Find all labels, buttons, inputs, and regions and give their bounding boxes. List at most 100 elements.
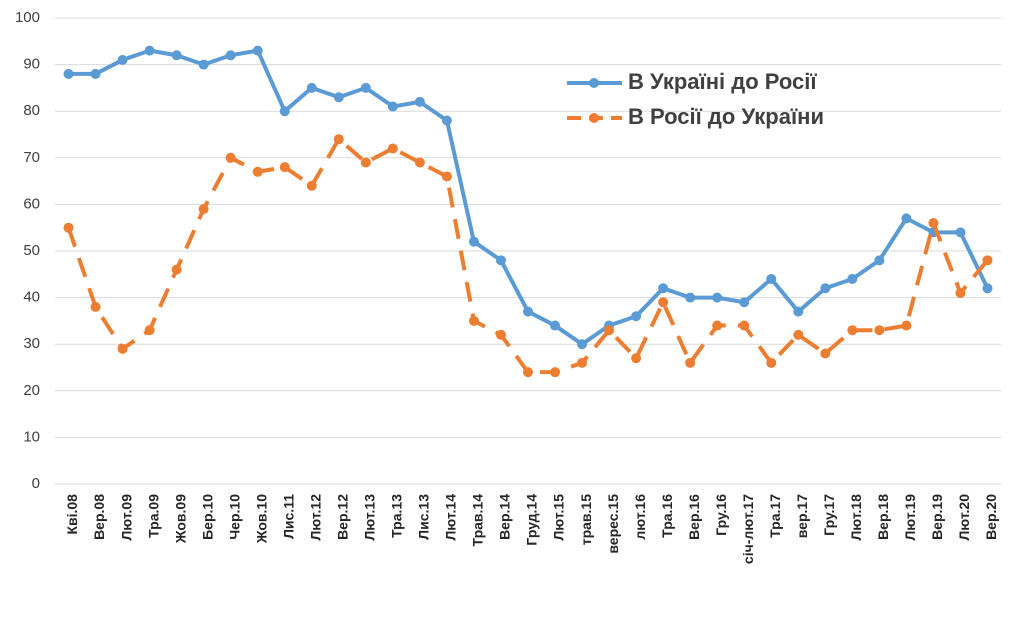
- x-tick-label: Тра.16: [659, 494, 675, 538]
- point: [928, 218, 939, 229]
- point: [468, 236, 479, 247]
- point: [63, 222, 74, 233]
- x-tick-label: Трав.14: [470, 494, 486, 547]
- x-tick-label: Лют.12: [307, 494, 323, 541]
- point: [874, 255, 885, 266]
- x-tick-label: Вер.16: [686, 494, 702, 540]
- point: [847, 325, 858, 336]
- point: [766, 357, 777, 368]
- point: [901, 320, 912, 331]
- point: [550, 367, 561, 378]
- x-tick-label: Тра.17: [767, 494, 783, 538]
- x-tick-label: Лют.15: [551, 494, 567, 541]
- x-tick-label: Лют.18: [848, 494, 864, 541]
- point: [955, 227, 966, 238]
- x-tick-label: Лют.19: [902, 494, 918, 541]
- x-tick-label: Жов.10: [253, 494, 269, 544]
- x-tick-label: трав.15: [578, 494, 594, 545]
- point: [144, 45, 155, 56]
- point: [793, 329, 804, 340]
- y-tick-label: 0: [32, 475, 40, 492]
- point: [658, 283, 669, 294]
- y-tick-label: 80: [23, 102, 40, 119]
- x-tick-label: Гру.16: [713, 494, 729, 536]
- point: [577, 357, 588, 368]
- point: [495, 329, 506, 340]
- x-tick-label: Вер.18: [875, 494, 891, 540]
- x-tick-label: Тра.09: [145, 494, 161, 538]
- point: [982, 283, 993, 294]
- point: [523, 306, 533, 317]
- y-tick-label: 10: [23, 428, 40, 445]
- point: [793, 306, 804, 317]
- point: [144, 325, 155, 336]
- y-tick-label: 90: [23, 56, 40, 73]
- point: [279, 162, 290, 173]
- point: [631, 311, 642, 322]
- point: [820, 283, 831, 294]
- x-tick-label: Бер.10: [199, 494, 215, 540]
- legend-label: В Україні до Росії: [628, 69, 817, 94]
- x-tick-label: Гру.17: [821, 494, 837, 536]
- point: [955, 287, 966, 298]
- point: [739, 320, 750, 331]
- x-tick-label: Лют.13: [362, 494, 378, 541]
- x-tick-label: Лис.11: [280, 494, 296, 539]
- point: [306, 82, 317, 93]
- x-tick-label: Лис.13: [416, 494, 432, 540]
- legend-label: В Росії до України: [628, 104, 824, 129]
- point: [414, 157, 425, 168]
- series-line: [66, 137, 990, 375]
- x-tick-label: лют.16: [632, 494, 648, 540]
- point: [198, 204, 209, 215]
- point: [874, 325, 885, 336]
- point: [441, 115, 452, 126]
- point: [495, 255, 506, 266]
- point: [739, 297, 750, 308]
- point: [171, 50, 182, 61]
- point: [658, 297, 669, 308]
- point: [252, 166, 263, 177]
- point: [333, 134, 344, 145]
- x-tick-label: Тра.13: [389, 494, 405, 538]
- point: [360, 82, 371, 93]
- point: [766, 273, 777, 284]
- y-tick-label: 100: [15, 9, 40, 26]
- point: [414, 96, 425, 107]
- x-tick-label: Кві.08: [64, 494, 80, 535]
- x-tick-label: Лют.14: [443, 494, 459, 541]
- point: [631, 353, 642, 364]
- point: [63, 68, 74, 79]
- point: [604, 325, 615, 336]
- y-tick-label: 40: [23, 289, 40, 306]
- point: [252, 45, 263, 56]
- y-tick-label: 20: [23, 382, 40, 399]
- point: [279, 106, 290, 117]
- point: [360, 157, 371, 168]
- legend-marker: [589, 78, 599, 88]
- x-tick-label: Жов.09: [172, 494, 188, 544]
- y-tick-label: 70: [23, 149, 40, 166]
- y-tick-label: 30: [23, 335, 40, 352]
- point: [117, 54, 128, 65]
- point: [685, 357, 696, 368]
- x-tick-label: Груд.14: [524, 494, 540, 546]
- point: [982, 255, 993, 266]
- x-tick-label: Вер.14: [497, 494, 513, 540]
- point: [712, 320, 723, 331]
- point: [90, 68, 101, 79]
- x-tick-label: січ-лют.17: [740, 494, 756, 564]
- point: [90, 301, 101, 312]
- point: [847, 273, 858, 284]
- x-tick-label: Вер.20: [983, 494, 999, 540]
- point: [387, 143, 398, 154]
- point: [712, 292, 723, 303]
- point: [333, 92, 344, 103]
- point: [306, 180, 317, 191]
- point: [550, 320, 561, 331]
- point: [468, 315, 479, 326]
- x-tick-label: Вер.08: [91, 494, 107, 540]
- point: [171, 264, 182, 275]
- point: [225, 50, 236, 61]
